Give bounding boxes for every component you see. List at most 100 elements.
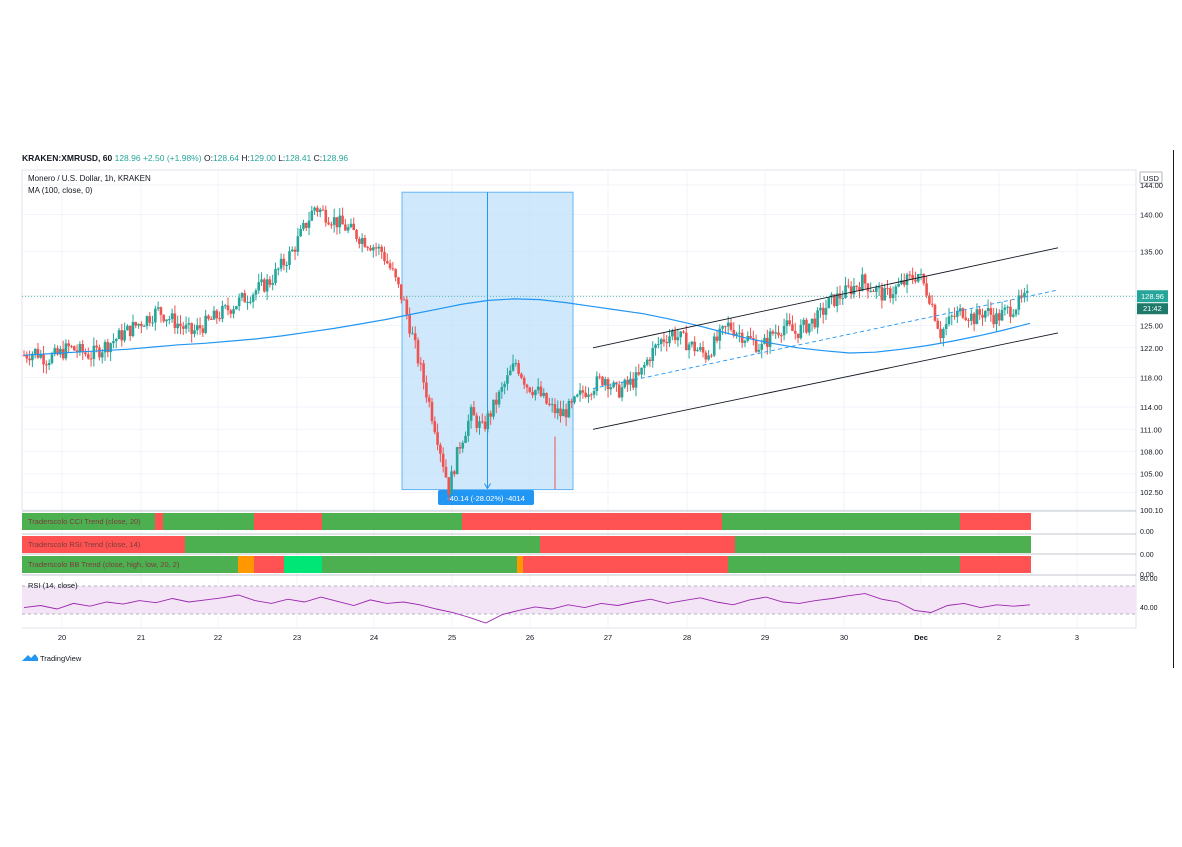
candle[interactable]	[142, 325, 146, 327]
candle[interactable]	[209, 318, 213, 320]
candle[interactable]	[388, 263, 392, 269]
candle[interactable]	[514, 363, 518, 365]
candle[interactable]	[659, 339, 663, 344]
candle[interactable]	[293, 249, 297, 252]
candle[interactable]	[304, 222, 308, 228]
candle[interactable]	[749, 335, 752, 339]
candle[interactable]	[601, 376, 604, 386]
candle[interactable]	[724, 326, 727, 328]
candle[interactable]	[416, 340, 420, 364]
candle[interactable]	[852, 285, 856, 295]
candle[interactable]	[997, 313, 1001, 321]
candle[interactable]	[525, 384, 529, 388]
candle[interactable]	[394, 269, 397, 278]
candle[interactable]	[539, 386, 543, 396]
candle[interactable]	[564, 409, 568, 418]
candle[interactable]	[986, 308, 990, 311]
candle[interactable]	[679, 331, 682, 338]
candle[interactable]	[408, 314, 411, 334]
candle[interactable]	[662, 339, 666, 342]
candle[interactable]	[645, 359, 649, 365]
candle[interactable]	[863, 274, 867, 284]
candle[interactable]	[953, 315, 956, 317]
candle[interactable]	[47, 363, 51, 366]
candle[interactable]	[427, 397, 431, 402]
candle[interactable]	[640, 367, 643, 375]
candle[interactable]	[430, 401, 434, 422]
candle[interactable]	[768, 331, 772, 347]
candle[interactable]	[330, 224, 333, 226]
candle[interactable]	[184, 324, 188, 329]
candle[interactable]	[508, 370, 512, 376]
candle[interactable]	[439, 444, 442, 454]
candle[interactable]	[877, 287, 881, 289]
candle[interactable]	[908, 274, 912, 276]
price-pane[interactable]	[21, 169, 1137, 511]
candle[interactable]	[506, 375, 509, 384]
candle[interactable]	[880, 287, 884, 301]
candle[interactable]	[690, 341, 694, 345]
candle[interactable]	[221, 305, 224, 319]
candle[interactable]	[358, 238, 361, 244]
candle[interactable]	[296, 236, 300, 252]
candle[interactable]	[374, 247, 378, 249]
candle[interactable]	[900, 280, 903, 285]
candle[interactable]	[847, 285, 850, 287]
candle[interactable]	[763, 337, 766, 344]
candle[interactable]	[553, 404, 557, 414]
candle[interactable]	[195, 325, 199, 331]
candle[interactable]	[75, 350, 79, 352]
candle[interactable]	[612, 382, 615, 388]
candle[interactable]	[603, 379, 607, 386]
candle[interactable]	[265, 279, 269, 292]
candle[interactable]	[159, 307, 163, 315]
candle[interactable]	[978, 309, 981, 315]
candle[interactable]	[983, 310, 987, 318]
candle[interactable]	[467, 420, 470, 436]
candle[interactable]	[103, 342, 107, 353]
candle[interactable]	[726, 322, 730, 327]
candle[interactable]	[757, 349, 761, 352]
candle[interactable]	[782, 325, 786, 336]
candle[interactable]	[964, 317, 968, 320]
candle[interactable]	[469, 407, 473, 421]
candle[interactable]	[402, 299, 406, 301]
candle[interactable]	[385, 261, 389, 264]
candle[interactable]	[841, 297, 845, 299]
candle[interactable]	[126, 325, 129, 331]
candle[interactable]	[838, 293, 842, 299]
candle[interactable]	[939, 328, 942, 339]
candle[interactable]	[844, 285, 847, 298]
candle[interactable]	[542, 392, 546, 396]
candle[interactable]	[522, 377, 526, 385]
candle[interactable]	[425, 382, 428, 398]
candle[interactable]	[888, 288, 892, 299]
candle[interactable]	[145, 316, 149, 326]
candle[interactable]	[458, 447, 462, 449]
candle[interactable]	[891, 294, 895, 299]
candle[interactable]	[793, 330, 797, 334]
candle[interactable]	[805, 319, 808, 333]
candle[interactable]	[1025, 290, 1029, 293]
candle[interactable]	[254, 290, 258, 295]
candle[interactable]	[576, 394, 579, 397]
candle[interactable]	[536, 386, 540, 391]
candle[interactable]	[78, 344, 82, 352]
candle[interactable]	[176, 323, 179, 329]
candle[interactable]	[223, 305, 227, 307]
candle[interactable]	[735, 333, 738, 336]
candle[interactable]	[198, 325, 202, 329]
candle[interactable]	[704, 352, 708, 360]
candle[interactable]	[207, 315, 210, 319]
candle[interactable]	[1000, 309, 1004, 321]
candle[interactable]	[274, 268, 277, 283]
candle[interactable]	[243, 293, 247, 303]
candle[interactable]	[894, 286, 898, 295]
candle[interactable]	[835, 293, 839, 307]
candle[interactable]	[151, 322, 154, 324]
candle[interactable]	[302, 222, 305, 229]
candle[interactable]	[824, 308, 828, 315]
candle[interactable]	[587, 394, 590, 397]
candle[interactable]	[573, 396, 576, 403]
candle[interactable]	[989, 308, 993, 315]
